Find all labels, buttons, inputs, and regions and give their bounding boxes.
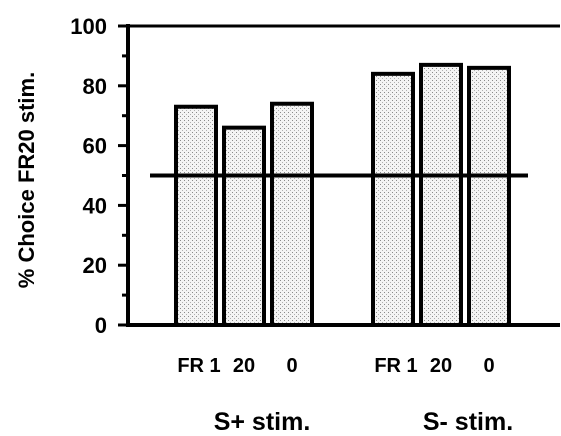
- bar: [270, 101, 314, 327]
- category-label: 20: [233, 355, 255, 377]
- group-label: S+ stim.: [214, 408, 311, 436]
- bar: [371, 71, 415, 327]
- category-label: FR 1: [177, 355, 220, 377]
- category-label: 0: [483, 355, 494, 377]
- y-axis-title: % Choice FR20 stim.: [14, 72, 39, 288]
- category-label: 0: [286, 355, 297, 377]
- bar: [419, 62, 463, 328]
- category-label: FR 1: [374, 355, 417, 377]
- labels-layer: FR 1 20 0 S+ stim. FR 1 20 0 S- stim. 0 20 40 60 80 1…: [70, 14, 513, 436]
- bar: [222, 125, 266, 327]
- y-tick-label: 20: [83, 253, 107, 278]
- y-tick-label: 40: [83, 193, 107, 218]
- category-label: 20: [430, 355, 452, 377]
- y-tick-label: 100: [70, 14, 107, 39]
- y-tick-label: 60: [83, 134, 107, 159]
- y-tick-label: 80: [83, 74, 107, 99]
- bar: [467, 65, 511, 328]
- bar: [174, 104, 218, 328]
- bars-layer: [174, 62, 511, 328]
- group-label: S- stim.: [423, 408, 513, 436]
- y-tick-label: 0: [95, 313, 107, 338]
- axes-layer: [118, 24, 560, 327]
